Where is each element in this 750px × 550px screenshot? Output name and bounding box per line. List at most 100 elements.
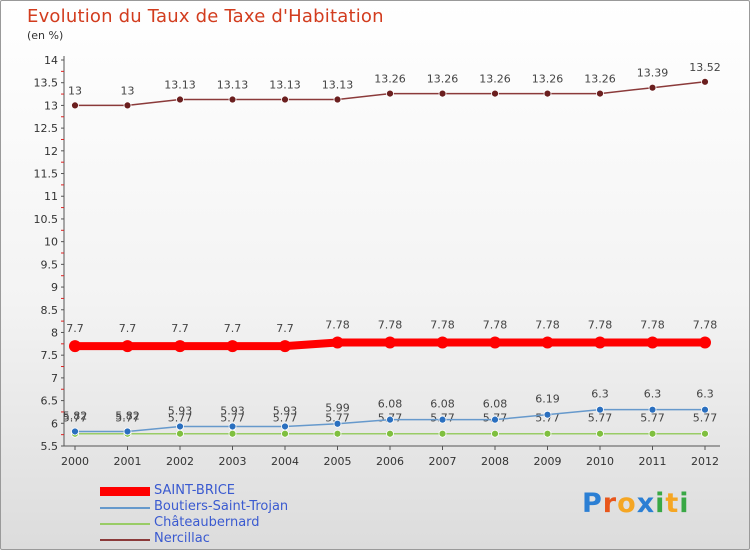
y-tick-label: 6.5 (41, 395, 59, 408)
legend-label-nercillac: Nercillac (154, 531, 210, 546)
proxiti-logo: Proxiti (582, 488, 690, 519)
data-label-nercillac: 13.13 (217, 79, 249, 92)
data-label-nercillac: 13.13 (269, 79, 301, 92)
data-label-chateaubernard: 5.77 (588, 412, 613, 425)
data-label-boutiers-saint-trojan: 6.08 (430, 398, 455, 411)
data-label-saint-brice: 7.78 (430, 318, 455, 331)
data-point-chateaubernard (438, 429, 447, 438)
logo-letter: i (679, 488, 690, 519)
data-point-chateaubernard (281, 429, 289, 438)
data-point-chateaubernard (228, 429, 237, 438)
data-label-saint-brice: 7.78 (483, 318, 508, 331)
data-label-nercillac: 13.26 (374, 73, 406, 86)
data-label-saint-brice: 7.7 (66, 322, 84, 335)
x-tick-label: 2001 (114, 455, 142, 468)
data-label-nercillac: 13.26 (427, 73, 459, 86)
data-point-boutiers-saint-trojan (543, 410, 552, 419)
data-label-saint-brice: 7.78 (640, 318, 665, 331)
data-point-boutiers-saint-trojan (648, 405, 657, 414)
data-point-nercillac (71, 101, 79, 110)
data-label-nercillac: 13.26 (479, 73, 511, 86)
data-label-nercillac: 13.39 (637, 67, 669, 80)
data-label-chateaubernard: 5.77 (220, 412, 245, 425)
data-point-saint-brice (594, 336, 606, 349)
y-tick-label: 12.5 (34, 122, 59, 135)
data-label-saint-brice: 7.78 (378, 318, 403, 331)
data-label-boutiers-saint-trojan: 5.99 (325, 402, 350, 415)
data-point-boutiers-saint-trojan (71, 427, 79, 436)
data-point-chateaubernard (701, 429, 709, 438)
data-point-chateaubernard (386, 429, 394, 438)
data-label-chateaubernard: 5.77 (640, 412, 665, 425)
x-tick-label: 2009 (534, 455, 562, 468)
y-tick-label: 9.5 (41, 258, 59, 271)
data-point-boutiers-saint-trojan (386, 415, 394, 424)
data-point-boutiers-saint-trojan (123, 427, 132, 436)
data-label-saint-brice: 7.7 (276, 322, 294, 335)
data-point-saint-brice (384, 336, 396, 349)
data-point-boutiers-saint-trojan (596, 405, 604, 414)
data-label-boutiers-saint-trojan: 5.93 (220, 404, 245, 417)
data-label-saint-brice: 7.78 (693, 318, 718, 331)
data-label-nercillac: 13 (68, 84, 82, 97)
data-point-chateaubernard (596, 429, 604, 438)
y-tick-label: 13.5 (34, 77, 59, 90)
data-point-nercillac (596, 89, 604, 98)
x-tick-label: 2003 (219, 455, 247, 468)
x-tick-label: 2006 (376, 455, 404, 468)
logo-letter: x (636, 488, 656, 519)
data-point-nercillac (438, 89, 447, 98)
y-tick-label: 9 (51, 281, 58, 294)
x-tick-label: 2004 (271, 455, 299, 468)
x-tick-label: 2002 (166, 455, 194, 468)
data-point-saint-brice (69, 340, 81, 353)
data-label-chateaubernard: 5.77 (693, 412, 718, 425)
y-tick-label: 7.5 (41, 349, 59, 362)
data-label-nercillac: 13.13 (164, 79, 196, 92)
data-label-saint-brice: 7.7 (119, 322, 137, 335)
data-point-nercillac (701, 77, 709, 86)
data-label-boutiers-saint-trojan: 5.82 (115, 409, 140, 422)
y-tick-label: 10 (44, 236, 58, 249)
legend-swatch-saint-brice (100, 487, 150, 496)
data-point-saint-brice (174, 340, 186, 353)
data-point-boutiers-saint-trojan (333, 419, 342, 428)
data-point-saint-brice (489, 336, 501, 349)
data-point-nercillac (228, 95, 237, 104)
x-tick-label: 2011 (639, 455, 667, 468)
data-point-chateaubernard (648, 429, 657, 438)
y-tick-label: 12 (44, 145, 58, 158)
x-tick-label: 2005 (324, 455, 352, 468)
x-tick-label: 2007 (429, 455, 457, 468)
data-point-chateaubernard (543, 429, 552, 438)
x-tick-label: 2010 (586, 455, 614, 468)
chart-title: Evolution du Taux de Taxe d'Habitation (27, 6, 384, 27)
data-point-saint-brice (541, 336, 554, 349)
logo-letter: t (665, 488, 680, 519)
data-point-nercillac (648, 83, 657, 92)
data-point-saint-brice (121, 340, 134, 353)
data-point-nercillac (281, 95, 289, 104)
y-tick-label: 14 (44, 54, 58, 67)
legend-swatch-nercillac (100, 539, 150, 541)
legend-label-chateaubernard: Châteaubernard (154, 515, 260, 530)
data-label-boutiers-saint-trojan: 6.19 (535, 393, 560, 406)
data-point-boutiers-saint-trojan (176, 422, 184, 431)
data-point-chateaubernard (491, 429, 499, 438)
data-label-boutiers-saint-trojan: 6.08 (483, 398, 508, 411)
data-label-boutiers-saint-trojan: 6.3 (644, 388, 662, 401)
data-label-nercillac: 13.13 (322, 79, 354, 92)
data-label-boutiers-saint-trojan: 5.93 (273, 404, 298, 417)
data-label-nercillac: 13 (121, 84, 135, 97)
data-label-saint-brice: 7.78 (325, 318, 350, 331)
y-tick-label: 7 (51, 372, 58, 385)
y-tick-label: 10.5 (34, 213, 59, 226)
data-point-boutiers-saint-trojan (701, 405, 709, 414)
data-point-saint-brice (226, 340, 239, 353)
data-label-chateaubernard: 5.77 (63, 412, 88, 425)
y-tick-label: 8.5 (41, 304, 59, 317)
data-label-saint-brice: 7.7 (224, 322, 242, 335)
unit-label: (en %) (27, 29, 64, 42)
y-tick-label: 8 (51, 326, 58, 339)
